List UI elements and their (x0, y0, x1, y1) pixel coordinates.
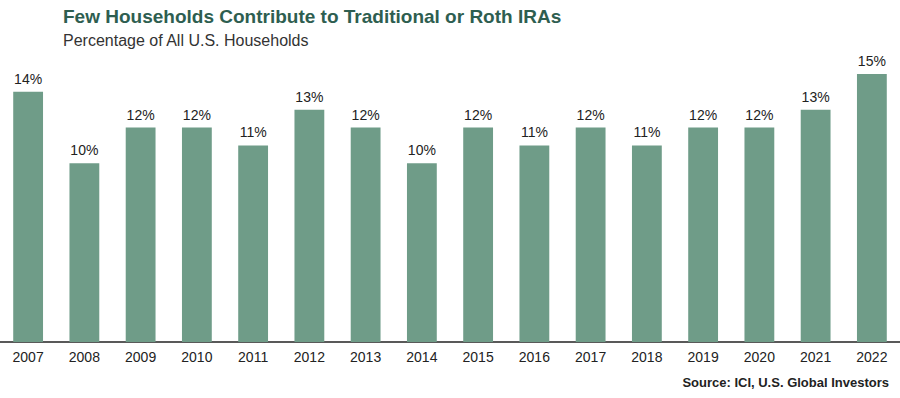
svg-text:14%: 14% (14, 71, 42, 87)
svg-text:2016: 2016 (519, 349, 550, 365)
svg-text:13%: 13% (295, 89, 323, 105)
svg-text:2018: 2018 (631, 349, 662, 365)
svg-text:2014: 2014 (406, 349, 437, 365)
svg-text:12%: 12% (127, 107, 155, 123)
svg-text:12%: 12% (689, 107, 717, 123)
svg-text:2009: 2009 (125, 349, 156, 365)
svg-text:2008: 2008 (69, 349, 100, 365)
svg-text:12%: 12% (464, 107, 492, 123)
svg-text:2013: 2013 (350, 349, 381, 365)
svg-text:ICI, U.S. Global Investors: ICI, U.S. Global Investors (731, 375, 889, 390)
svg-text:2015: 2015 (463, 349, 494, 365)
svg-text:Percentage of All U.S. Househo: Percentage of All U.S. Households (63, 32, 308, 49)
svg-text:15%: 15% (858, 53, 886, 69)
svg-text:12%: 12% (577, 107, 605, 123)
svg-text:Source:: Source: (682, 375, 730, 390)
svg-text:11%: 11% (633, 124, 660, 140)
svg-text:12%: 12% (745, 107, 773, 123)
svg-text:2020: 2020 (744, 349, 775, 365)
svg-text:12%: 12% (352, 107, 380, 123)
svg-text:2012: 2012 (294, 349, 325, 365)
svg-text:10%: 10% (70, 142, 98, 158)
svg-text:2021: 2021 (800, 349, 831, 365)
svg-text:2017: 2017 (575, 349, 606, 365)
svg-text:13%: 13% (802, 89, 830, 105)
svg-text:2022: 2022 (856, 349, 887, 365)
svg-text:10%: 10% (408, 142, 436, 158)
svg-text:11%: 11% (521, 124, 548, 140)
svg-text:12%: 12% (183, 107, 211, 123)
svg-text:2010: 2010 (181, 349, 212, 365)
svg-text:Few Households Contribute to T: Few Households Contribute to Traditional… (63, 6, 561, 27)
svg-text:2011: 2011 (238, 349, 268, 365)
svg-text:2007: 2007 (13, 349, 44, 365)
svg-text:11%: 11% (240, 124, 267, 140)
svg-text:2019: 2019 (688, 349, 719, 365)
